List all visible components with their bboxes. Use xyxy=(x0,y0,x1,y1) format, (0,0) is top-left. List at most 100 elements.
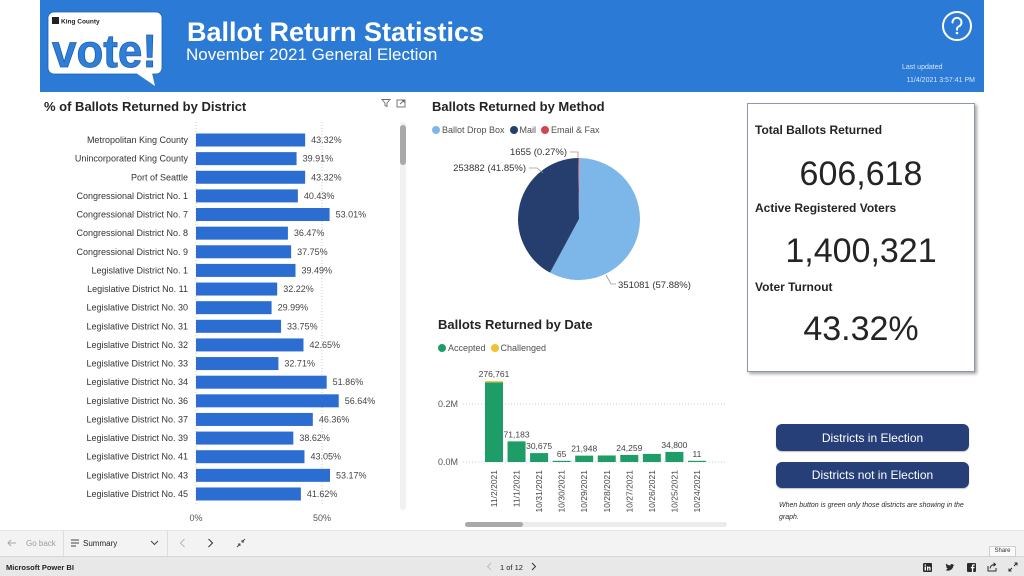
bar[interactable] xyxy=(196,431,294,445)
bar[interactable] xyxy=(196,375,327,389)
focus-mode-icon[interactable] xyxy=(396,98,406,108)
category-label: Legislative District No. 32 xyxy=(86,340,188,350)
date-chart-title: Ballots Returned by Date xyxy=(438,317,593,332)
district-chart-title: % of Ballots Returned by District xyxy=(44,99,247,114)
bar-accepted[interactable] xyxy=(597,455,616,462)
bar[interactable] xyxy=(196,394,339,408)
leader-line xyxy=(570,151,579,158)
bar[interactable] xyxy=(196,301,272,315)
filter-icon[interactable] xyxy=(381,98,391,108)
bar-accepted[interactable] xyxy=(575,455,594,462)
kpi-card: Total Ballots Returned 606,618 Active Re… xyxy=(747,103,975,372)
pie-slice[interactable] xyxy=(550,158,640,280)
legend-label: Accepted xyxy=(448,343,486,353)
page-selector[interactable]: Summary xyxy=(83,539,118,548)
bar[interactable] xyxy=(196,487,301,501)
collapse-icon[interactable] xyxy=(236,538,246,548)
bar[interactable] xyxy=(196,450,305,464)
legend-dot-icon xyxy=(438,344,446,352)
district-bar-chart: 0% 50% Metropolitan King County 43.32% Uninc… xyxy=(75,122,375,523)
data-label: 46.36% xyxy=(319,414,350,424)
legend-label: Ballot Drop Box xyxy=(442,125,505,135)
next-page-icon[interactable] xyxy=(531,562,537,571)
x-tick-label: 10/27/2021 xyxy=(624,470,634,513)
category-label: Legislative District No. 45 xyxy=(86,489,188,499)
pie-slice[interactable] xyxy=(577,158,579,219)
legend-item-mail[interactable]: Mail xyxy=(509,125,536,135)
category-label: Legislative District No. 31 xyxy=(86,321,188,331)
bar-accepted[interactable] xyxy=(665,451,684,462)
bar[interactable] xyxy=(196,133,306,147)
bar-accepted[interactable] xyxy=(642,453,661,462)
category-label: Legislative District No. 39 xyxy=(86,433,188,443)
bar-accepted[interactable] xyxy=(687,460,706,462)
bar[interactable] xyxy=(196,152,297,166)
x-tick-label: 11/2/2021 xyxy=(489,470,499,507)
data-label: 43.32% xyxy=(311,172,342,182)
legend-item-accepted[interactable]: Accepted xyxy=(438,343,486,353)
bar-challenged[interactable] xyxy=(485,381,503,383)
bar-accepted[interactable] xyxy=(507,441,526,462)
data-label: 39.91% xyxy=(303,154,334,164)
data-label: 29.99% xyxy=(278,303,309,313)
bar[interactable] xyxy=(196,282,278,296)
category-label: Legislative District No. 41 xyxy=(86,452,188,462)
question-circle-icon[interactable] xyxy=(941,10,973,42)
next-page-icon[interactable] xyxy=(207,538,214,548)
bar[interactable] xyxy=(196,189,298,203)
category-label: Legislative District No. 33 xyxy=(86,359,188,369)
bar-accepted[interactable] xyxy=(620,454,639,462)
legend-item-email-fax[interactable]: Email & Fax xyxy=(541,125,600,135)
facebook-icon[interactable] xyxy=(967,563,976,572)
bar-accepted[interactable] xyxy=(530,453,549,462)
back-arrow-icon[interactable] xyxy=(7,539,17,547)
bar[interactable] xyxy=(196,226,288,240)
x-tick-label: 10/31/2021 xyxy=(534,470,544,513)
voter-turnout-value: 43.32% xyxy=(803,310,919,348)
data-label: 11 xyxy=(693,449,702,459)
data-label: 32.71% xyxy=(284,359,315,369)
pie-slice[interactable] xyxy=(518,158,579,273)
legend-item-drop-box[interactable]: Ballot Drop Box xyxy=(432,125,505,135)
districts-not-in-election-button[interactable]: Districts not in Election xyxy=(776,462,969,488)
bar[interactable] xyxy=(196,412,313,426)
twitter-icon[interactable] xyxy=(945,563,955,572)
bar[interactable] xyxy=(196,263,296,277)
bar[interactable] xyxy=(196,338,304,352)
leader-line xyxy=(605,274,616,285)
bar[interactable] xyxy=(196,208,330,222)
category-label: Legislative District No. 37 xyxy=(86,414,188,424)
district-chart-scrollbar[interactable] xyxy=(400,122,406,510)
data-label: 71,183 xyxy=(504,429,530,439)
data-label: 37.75% xyxy=(297,247,328,257)
logo-bubble xyxy=(47,11,163,75)
voter-turnout-label: Voter Turnout xyxy=(755,280,833,294)
bar[interactable] xyxy=(196,357,279,371)
bar-accepted[interactable] xyxy=(552,460,571,462)
report-navigation-bar xyxy=(0,530,1024,556)
category-label: Congressional District No. 8 xyxy=(76,228,188,238)
share-icon[interactable] xyxy=(987,562,998,572)
go-back-button[interactable]: Go back xyxy=(26,539,56,548)
pie-data-label: 253882 (41.85%) xyxy=(453,163,526,174)
legend-label: Challenged xyxy=(500,343,547,353)
linkedin-icon[interactable] xyxy=(923,563,932,572)
fullscreen-icon[interactable] xyxy=(1008,562,1018,572)
legend-item-challenged[interactable]: Challenged xyxy=(490,343,547,353)
bar[interactable] xyxy=(196,468,330,482)
districts-in-election-button[interactable]: Districts in Election xyxy=(776,424,969,451)
previous-page-icon[interactable] xyxy=(486,562,492,571)
chevron-down-icon[interactable] xyxy=(150,540,159,546)
scrollbar-thumb[interactable] xyxy=(400,125,406,165)
divider xyxy=(63,530,64,556)
bar[interactable] xyxy=(196,170,306,184)
y-tick-label: 0.0M xyxy=(438,457,458,467)
scrollbar-thumb[interactable] xyxy=(465,522,523,527)
bar[interactable] xyxy=(196,245,292,259)
bar-accepted[interactable] xyxy=(485,382,503,462)
page-indicator: 1 of 12 xyxy=(500,563,523,572)
bar[interactable] xyxy=(196,319,282,333)
previous-page-icon[interactable] xyxy=(179,538,186,548)
date-chart-scrollbar[interactable] xyxy=(465,522,727,527)
data-label: 39.49% xyxy=(302,265,333,275)
